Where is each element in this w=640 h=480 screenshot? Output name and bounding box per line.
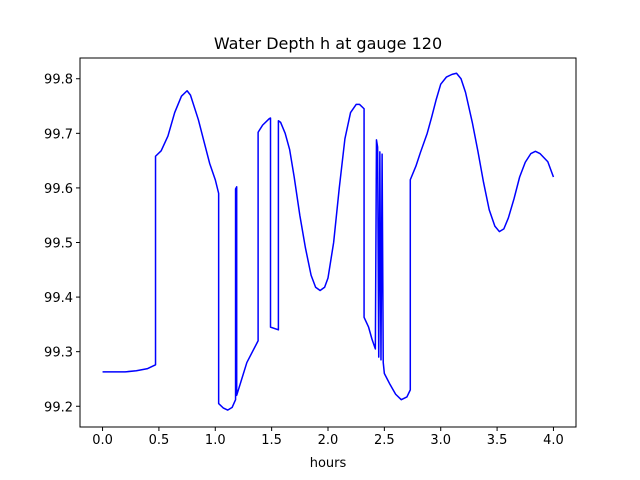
x-tick-label: 4.0 xyxy=(543,433,564,448)
y-tick-label: 99.2 xyxy=(44,400,73,415)
x-tick-label: 0.5 xyxy=(149,433,170,448)
x-tick-label: 0.0 xyxy=(92,433,113,448)
x-tick-label: 3.5 xyxy=(487,433,508,448)
x-tick-label: 2.5 xyxy=(374,433,395,448)
plot-series xyxy=(102,72,555,411)
y-tick-label: 99.6 xyxy=(44,182,73,197)
y-tick-label: 99.5 xyxy=(44,237,73,252)
x-tick-label: 3.0 xyxy=(430,433,451,448)
y-tick-label: 99.3 xyxy=(44,346,73,361)
y-tick-label: 99.4 xyxy=(44,291,73,306)
x-tick-label: 2.0 xyxy=(318,433,339,448)
y-tick-label: 99.7 xyxy=(44,127,73,142)
x-axis-label: hours xyxy=(310,456,347,471)
y-tick-label: 99.8 xyxy=(44,73,73,88)
chart-title: Water Depth h at gauge 120 xyxy=(214,34,442,53)
x-axis: 0.0 0.5 1.0 1.5 2.0 2.5 3.0 3.5 4.0 xyxy=(92,427,564,448)
x-tick-label: 1.0 xyxy=(205,433,226,448)
y-axis: 99.2 99.3 99.4 99.5 99.6 99.7 99.8 xyxy=(44,73,80,415)
series-line-0 xyxy=(102,72,555,411)
x-tick-label: 1.5 xyxy=(261,433,282,448)
